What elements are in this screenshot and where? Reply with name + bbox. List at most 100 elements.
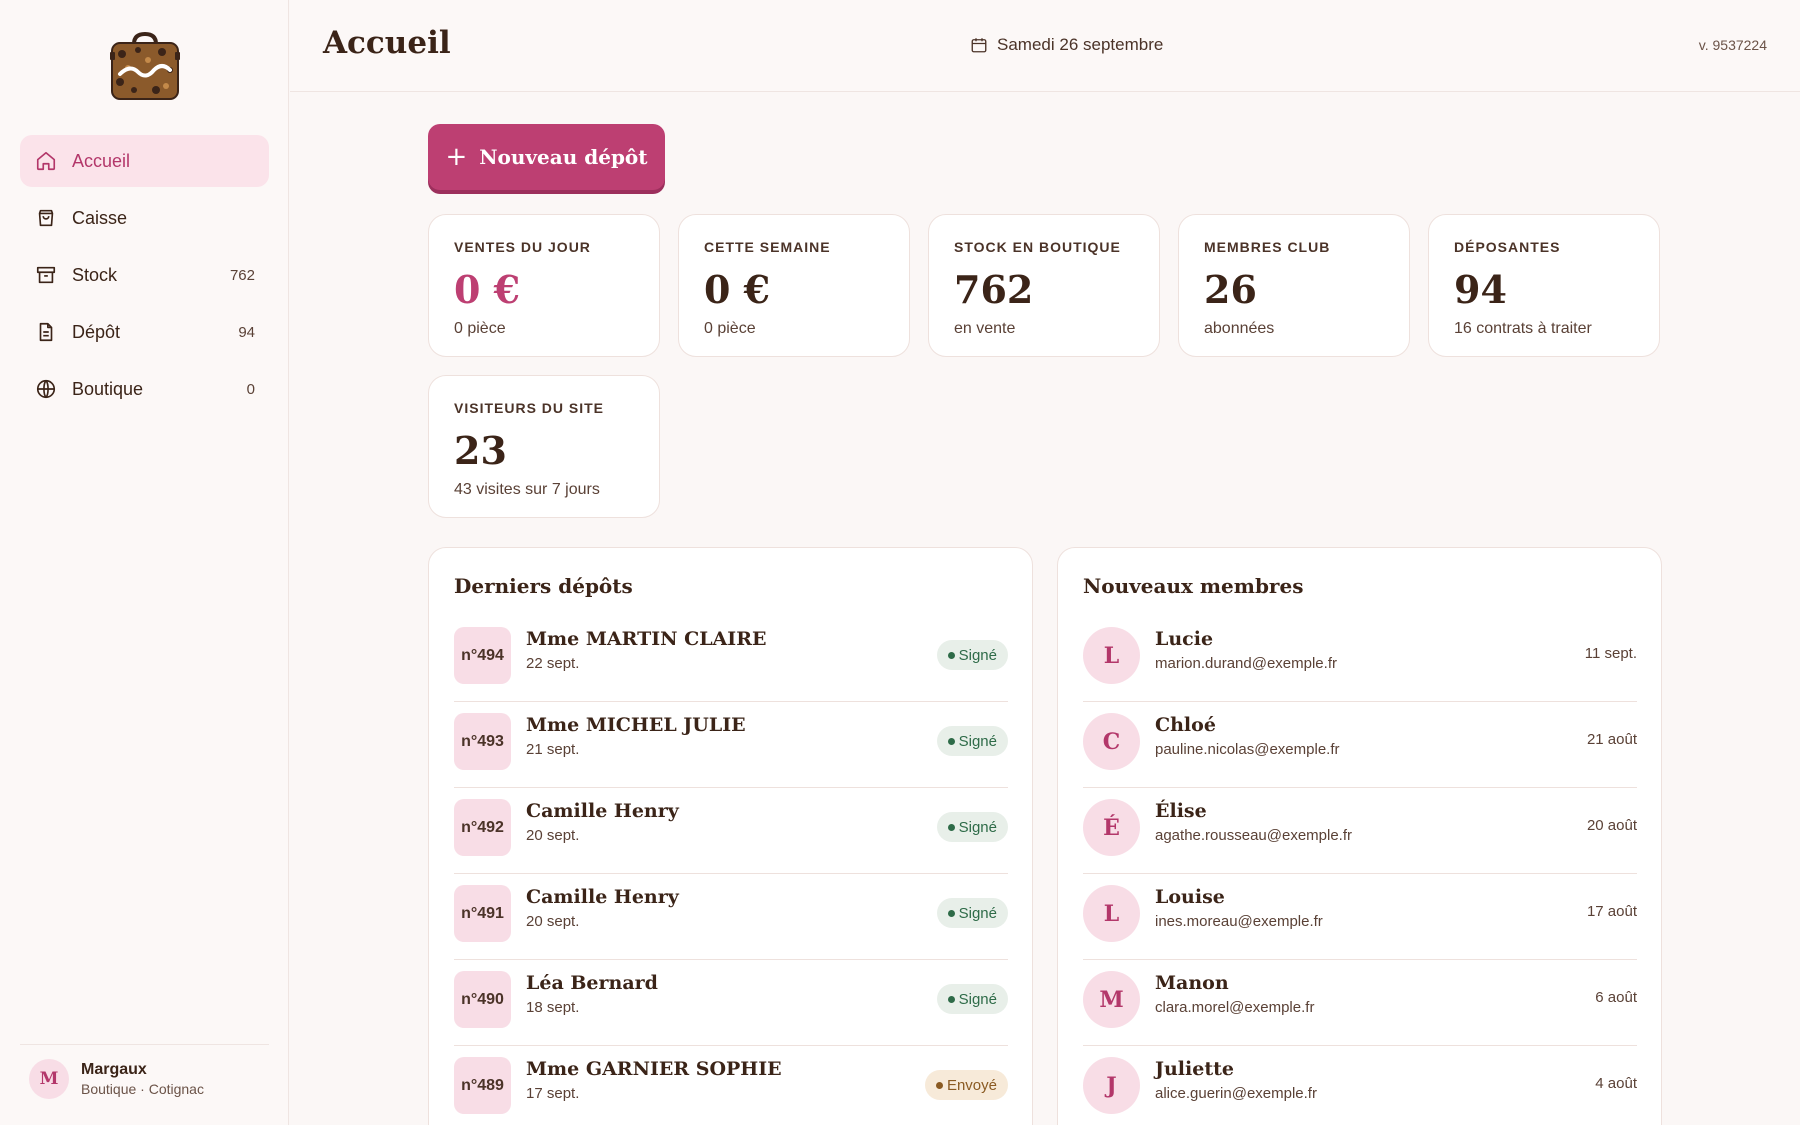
deposit-name: Mme GARNIER SOPHIE: [526, 1058, 782, 1080]
member-row[interactable]: J Juliette alice.guerin@exemple.fr 4 aoû…: [1083, 1046, 1637, 1125]
stat-value: 23: [454, 428, 507, 473]
deposit-date: 21 sept.: [526, 741, 580, 758]
sidebar-item-label: Accueil: [72, 150, 131, 171]
member-date: 20 août: [1586, 817, 1637, 834]
stat-value: 0 €: [454, 267, 521, 312]
member-email: alice.guerin@exemple.fr: [1155, 1085, 1317, 1102]
new-deposit-label: Nouveau dépôt: [479, 145, 648, 169]
deposit-name: Mme MICHEL JULIE: [526, 714, 746, 736]
stat-sub: 16 contrats à traiter: [1454, 320, 1592, 337]
member-row[interactable]: É Élise agathe.rousseau@exemple.fr 20 ao…: [1083, 788, 1637, 874]
home-icon: [34, 149, 58, 173]
globe-icon: [34, 377, 58, 401]
deposit-date: 18 sept.: [526, 999, 580, 1016]
date-display: Samedi 26 septembre: [970, 35, 1163, 55]
new-deposit-button[interactable]: + Nouveau dépôt: [428, 124, 665, 190]
member-name: Chloé: [1155, 714, 1216, 736]
deposit-date: 17 sept.: [526, 1085, 580, 1102]
member-name: Élise: [1155, 800, 1207, 822]
member-name: Louise: [1155, 886, 1225, 908]
member-date: 17 août: [1586, 903, 1637, 920]
current-date: Samedi 26 septembre: [997, 35, 1164, 54]
member-date: 4 août: [1595, 1075, 1637, 1092]
deposit-row[interactable]: n°489 Mme GARNIER SOPHIE 17 sept. Envoyé: [454, 1046, 1008, 1125]
deposit-number: n°494: [454, 627, 511, 684]
status-badge: Envoyé: [924, 1070, 1008, 1100]
sidebar-item-stock[interactable]: Stock 762: [20, 249, 269, 301]
member-name: Juliette: [1155, 1058, 1234, 1080]
avatar: J: [1083, 1057, 1140, 1114]
member-name: Lucie: [1155, 628, 1214, 650]
stat-value: 94: [1454, 267, 1507, 312]
stat-value: 0 €: [704, 267, 771, 312]
plus-icon: +: [445, 142, 468, 172]
deposit-date: 22 sept.: [526, 655, 580, 672]
sidebar-item-label: Dépôt: [72, 321, 121, 342]
deposit-number: n°491: [454, 885, 511, 942]
deposit-row[interactable]: n°492 Camille Henry 20 sept. Signé: [454, 788, 1008, 874]
deposit-number: n°493: [454, 713, 511, 770]
stat-value: 26: [1204, 267, 1257, 312]
stat-card-visiteurs[interactable]: VISITEURS DU SITE 23 43 visites sur 7 jo…: [428, 375, 660, 518]
stat-card-semaine[interactable]: CETTE SEMAINE 0 € 0 pièce: [678, 214, 910, 357]
deposit-row[interactable]: n°494 Mme MARTIN CLAIRE 22 sept. Signé: [454, 616, 1008, 702]
member-email: clara.morel@exemple.fr: [1155, 999, 1315, 1016]
sidebar-item-caisse[interactable]: Caisse: [20, 192, 269, 244]
stat-card-stock[interactable]: STOCK EN BOUTIQUE 762 en vente: [928, 214, 1160, 357]
user-profile[interactable]: M Margaux Boutique · Cotignac: [20, 1044, 269, 1099]
logo[interactable]: [108, 30, 182, 104]
user-shop: Boutique · Cotignac: [81, 1081, 204, 1097]
stat-sub: abonnées: [1204, 320, 1275, 337]
stat-title: MEMBRES CLUB: [1204, 239, 1331, 255]
stat-card-membres[interactable]: MEMBRES CLUB 26 abonnées: [1178, 214, 1410, 357]
deposit-name: Mme MARTIN CLAIRE: [526, 628, 767, 650]
stat-sub: 43 visites sur 7 jours: [454, 481, 600, 498]
status-badge: Signé: [936, 898, 1008, 928]
status-badge: Signé: [936, 640, 1008, 670]
member-date: 11 sept.: [1584, 645, 1637, 662]
avatar: L: [1083, 627, 1140, 684]
sidebar-item-depot[interactable]: Dépôt 94: [20, 306, 269, 358]
stat-title: STOCK EN BOUTIQUE: [954, 239, 1121, 255]
stat-value: 762: [954, 267, 1034, 312]
member-row[interactable]: L Lucie marion.durand@exemple.fr 11 sept…: [1083, 616, 1637, 702]
stat-sub: 0 pièce: [454, 320, 506, 337]
avatar: L: [1083, 885, 1140, 942]
deposit-row[interactable]: n°490 Léa Bernard 18 sept. Signé: [454, 960, 1008, 1046]
member-row[interactable]: C Chloé pauline.nicolas@exemple.fr 21 ao…: [1083, 702, 1637, 788]
header: Accueil Samedi 26 septembre v. 9537224: [290, 0, 1800, 92]
member-row[interactable]: L Louise ines.moreau@exemple.fr 17 août: [1083, 874, 1637, 960]
user-name: Margaux: [81, 1061, 147, 1078]
stat-card-ventes-jour[interactable]: VENTES DU JOUR 0 € 0 pièce: [428, 214, 660, 357]
shopping-bag-icon: [34, 206, 58, 230]
stat-title: DÉPOSANTES: [1454, 239, 1561, 255]
archive-box-icon: [34, 263, 58, 287]
avatar: C: [1083, 713, 1140, 770]
status-badge: Signé: [936, 984, 1008, 1014]
deposit-number: n°492: [454, 799, 511, 856]
deposit-name: Camille Henry: [526, 800, 679, 822]
sidebar-item-count: 94: [238, 323, 255, 341]
sidebar-item-label: Caisse: [72, 207, 128, 228]
stat-sub: 0 pièce: [704, 320, 756, 337]
stat-title: VENTES DU JOUR: [454, 239, 591, 255]
sidebar-item-accueil[interactable]: Accueil: [20, 135, 269, 187]
document-icon: [34, 320, 58, 344]
avatar: É: [1083, 799, 1140, 856]
panel-title: Derniers dépôts: [454, 574, 633, 598]
member-email: pauline.nicolas@exemple.fr: [1155, 741, 1340, 758]
deposit-row[interactable]: n°491 Camille Henry 20 sept. Signé: [454, 874, 1008, 960]
sidebar-item-count: 0: [246, 380, 255, 398]
sidebar-item-label: Stock: [72, 264, 118, 285]
status-badge: Signé: [936, 812, 1008, 842]
member-date: 6 août: [1595, 989, 1637, 1006]
deposit-row[interactable]: n°493 Mme MICHEL JULIE 21 sept. Signé: [454, 702, 1008, 788]
deposit-date: 20 sept.: [526, 827, 580, 844]
calendar-icon: [971, 38, 987, 53]
stat-card-deposantes[interactable]: DÉPOSANTES 94 16 contrats à traiter: [1428, 214, 1660, 357]
member-name: Manon: [1155, 972, 1229, 994]
member-row[interactable]: M Manon clara.morel@exemple.fr 6 août: [1083, 960, 1637, 1046]
member-date: 21 août: [1586, 731, 1637, 748]
sidebar-item-boutique[interactable]: Boutique 0: [20, 363, 269, 415]
new-members-panel: Nouveaux membres L Lucie marion.durand@e…: [1057, 547, 1662, 1125]
